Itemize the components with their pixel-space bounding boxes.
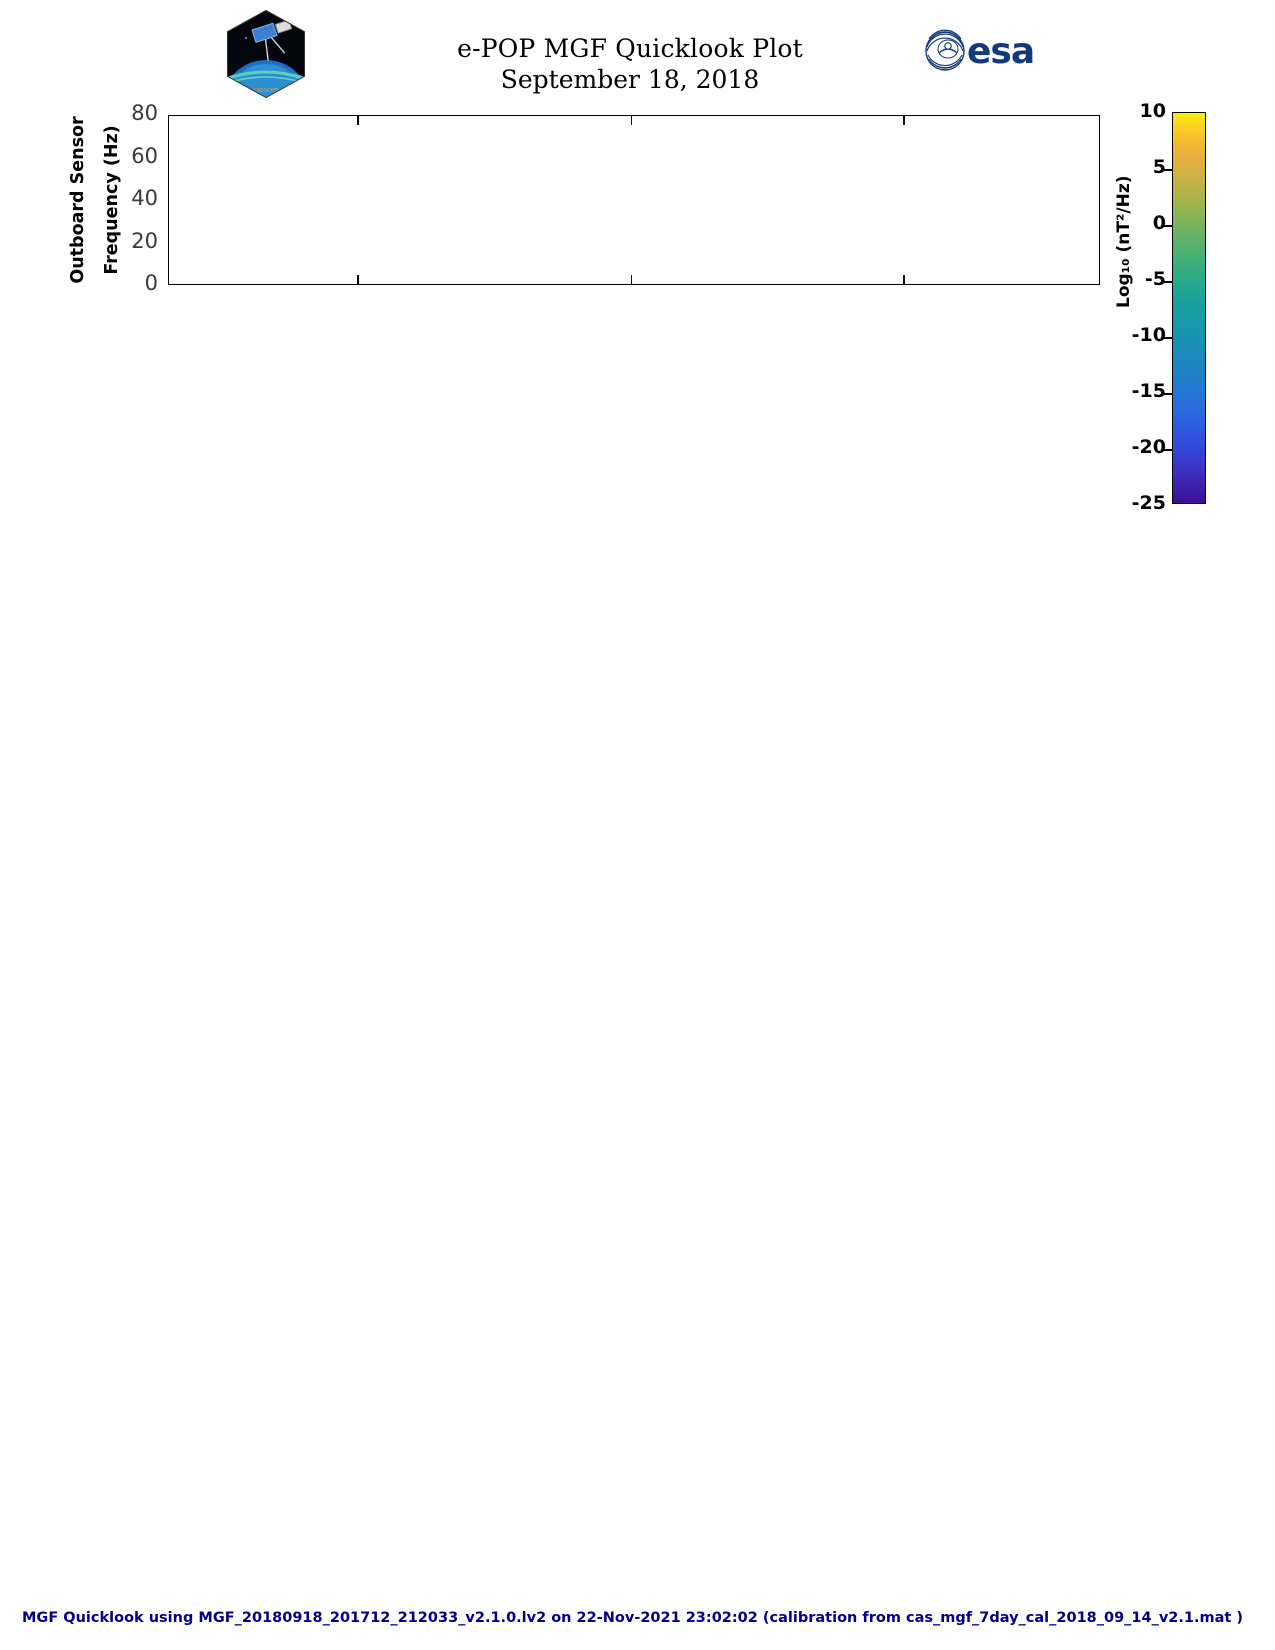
panel-outboard-spectrogram-plot-area bbox=[169, 116, 1098, 283]
axis-tick-mark bbox=[357, 275, 359, 284]
axis-tick-mark bbox=[357, 116, 359, 125]
colorbar-tick-mark bbox=[1164, 393, 1173, 395]
cassiope-mission-logo: CASSIOPE bbox=[222, 8, 310, 100]
colorbar-tick-label: -25 bbox=[1131, 492, 1166, 514]
page-title: e-POP MGF Quicklook Plot bbox=[457, 34, 803, 63]
colorbar-tick-mark bbox=[1164, 225, 1173, 227]
panel-outboard-spectrogram-ytick-label: 0 bbox=[144, 271, 158, 295]
panel-outboard-spectrogram-ytick-label: 20 bbox=[131, 228, 158, 253]
colorbar: Log₁₀ (nT²/Hz) 10 5 0 -5 -10 -15 -20 -25 bbox=[1114, 100, 1206, 514]
svg-text:esa: esa bbox=[967, 31, 1034, 72]
colorbar-tick-label: 5 bbox=[1152, 156, 1166, 178]
colorbar-tick-mark bbox=[1164, 337, 1173, 339]
colorbar-tick-label: -5 bbox=[1144, 268, 1166, 290]
svg-text:CASSIOPE: CASSIOPE bbox=[254, 88, 279, 94]
colorbar-tick-label: 10 bbox=[1139, 100, 1166, 122]
axis-tick-mark bbox=[902, 275, 905, 284]
panel-outboard-spectrogram-ytick-label: 60 bbox=[131, 143, 158, 168]
colorbar-tick-label: -10 bbox=[1131, 324, 1166, 346]
colorbar-gradient bbox=[1164, 112, 1206, 504]
footer-note: MGF Quicklook using MGF_20180918_201712_… bbox=[22, 1610, 1244, 1626]
colorbar-title: Log₁₀ (nT²/Hz) bbox=[1114, 175, 1134, 308]
panel-outboard-spectrogram-ytick-label: 40 bbox=[131, 186, 158, 210]
axis-tick-mark bbox=[630, 116, 633, 125]
page-header: CASSIOPE e-POP MGF Quicklook Plot Septem… bbox=[0, 0, 1275, 105]
colorbar-tick-mark bbox=[1164, 169, 1173, 171]
esa-logo: esa bbox=[925, 27, 1040, 75]
colorbar-title-text: Log₁₀ (nT²/Hz) bbox=[1114, 175, 1134, 308]
colorbar-tick-mark bbox=[1164, 449, 1173, 451]
plot-title-block: e-POP MGF Quicklook Plot September 18, 2… bbox=[340, 34, 920, 95]
colorbar-tick-label: 0 bbox=[1152, 212, 1166, 234]
colorbar-tick-label: -20 bbox=[1131, 436, 1166, 458]
colorbar-tick-mark bbox=[1164, 281, 1173, 283]
panel-outboard-spectrogram bbox=[168, 115, 1100, 285]
colorbar-tick-label: -15 bbox=[1131, 380, 1166, 402]
axis-tick-mark bbox=[902, 116, 905, 125]
panel-outboard-spectrogram-ytick-label: 80 bbox=[131, 101, 158, 125]
page-subtitle: September 18, 2018 bbox=[500, 65, 760, 94]
axis-tick-mark bbox=[630, 275, 633, 284]
